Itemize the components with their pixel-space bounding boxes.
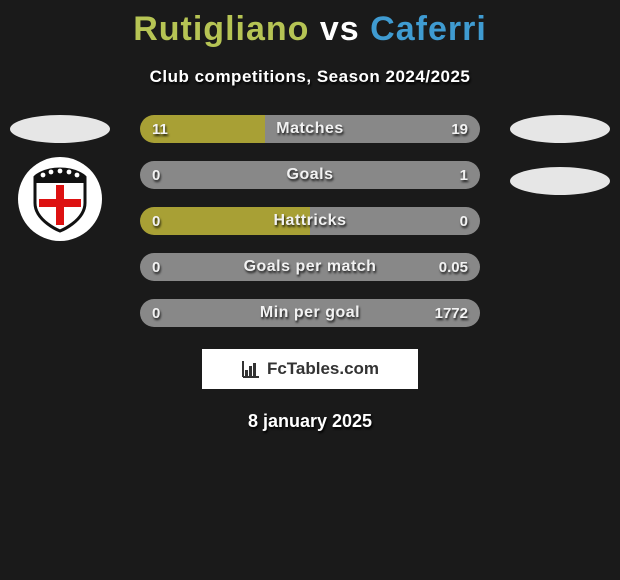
barchart-icon: [241, 359, 261, 379]
page-title: Rutigliano vs Caferri: [0, 10, 620, 49]
stat-bar: 11 19 Matches: [140, 115, 480, 143]
attribution-badge: FcTables.com: [202, 349, 418, 389]
stat-value-left: 0: [152, 259, 160, 276]
stat-value-left: 0: [152, 167, 160, 184]
content-area: 11 19 Matches 0 1 Goals 0 0 Hattricks 0 0.05 Goals …: [0, 115, 620, 432]
stat-bar: 0 0 Hattricks: [140, 207, 480, 235]
stat-bar: 0 1 Goals: [140, 161, 480, 189]
stat-value-left: 0: [152, 305, 160, 322]
stat-bar: 0 0.05 Goals per match: [140, 253, 480, 281]
stat-value-left: 0: [152, 213, 160, 230]
stat-label: Goals per match: [244, 258, 377, 276]
stat-label: Matches: [276, 120, 344, 138]
left-club-logo-icon: [18, 157, 102, 241]
attribution-text: FcTables.com: [267, 359, 379, 379]
right-club-placeholder-icon: [510, 167, 610, 195]
stat-value-right: 1772: [435, 305, 468, 322]
left-logo-column: [0, 115, 120, 241]
title-player-left: Rutigliano: [133, 10, 309, 48]
subtitle: Club competitions, Season 2024/2025: [0, 67, 620, 87]
stat-bar: 0 1772 Min per goal: [140, 299, 480, 327]
stat-value-right: 0.05: [439, 259, 468, 276]
left-player-placeholder-icon: [10, 115, 110, 143]
right-player-placeholder-icon: [510, 115, 610, 143]
stat-label: Min per goal: [260, 304, 360, 322]
title-vs: vs: [320, 10, 360, 48]
date-label: 8 january 2025: [0, 411, 620, 432]
stat-bars: 11 19 Matches 0 1 Goals 0 0 Hattricks 0 0.05 Goals …: [140, 115, 480, 327]
stat-label: Hattricks: [274, 212, 347, 230]
right-logo-column: [500, 115, 620, 195]
stat-label: Goals: [287, 166, 334, 184]
stat-value-right: 1: [460, 167, 468, 184]
comparison-card: Rutigliano vs Caferri Club competitions,…: [0, 0, 620, 580]
stat-value-left: 11: [152, 121, 168, 138]
stat-value-right: 0: [460, 213, 468, 230]
title-player-right: Caferri: [370, 10, 487, 48]
stat-value-right: 19: [451, 121, 468, 138]
